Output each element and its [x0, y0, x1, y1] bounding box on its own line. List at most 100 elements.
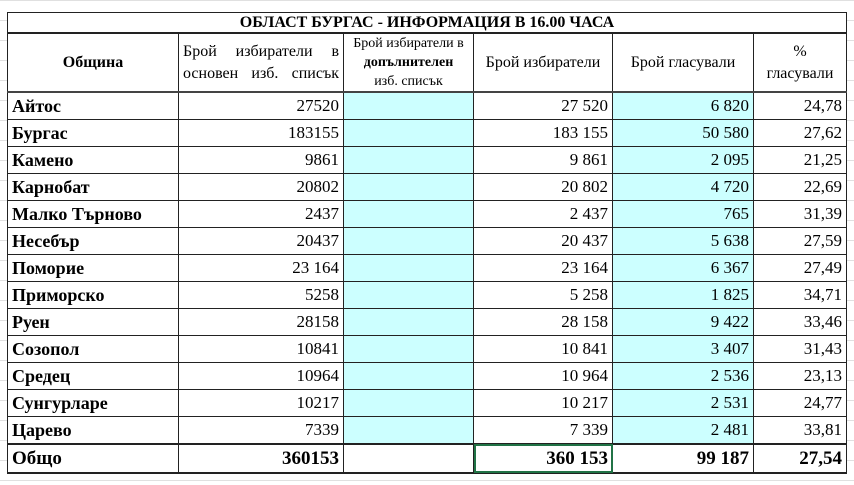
voted-cell[interactable]: 765: [612, 200, 754, 228]
header-main-list[interactable]: Брой избиратели в основен изб. списък: [178, 32, 344, 93]
voted-cell[interactable]: 50 580: [612, 119, 754, 147]
extra-cell[interactable]: [343, 389, 474, 417]
name[interactable]: Созопол: [7, 335, 179, 363]
total-voters-selected-cell[interactable]: 360 153: [473, 443, 613, 474]
pct-cell[interactable]: 24,78: [753, 91, 847, 120]
voters-cell[interactable]: 183 155: [473, 119, 613, 147]
extra-cell[interactable]: [343, 308, 474, 336]
main-cell[interactable]: 27520: [178, 91, 344, 120]
voted-cell[interactable]: 4 720: [612, 173, 754, 201]
main-cell[interactable]: 2437: [178, 200, 344, 228]
extra-cell[interactable]: [343, 200, 474, 228]
header-pct-1: %: [793, 42, 807, 60]
main-cell[interactable]: 10964: [178, 362, 344, 390]
table-row: Малко Търново 2437 2 437 765 31,39: [7, 200, 847, 228]
main-cell[interactable]: 20802: [178, 173, 344, 201]
voted-cell[interactable]: 1 825: [612, 281, 754, 309]
pct-cell[interactable]: 27,62: [753, 119, 847, 147]
voted-cell[interactable]: 2 536: [612, 362, 754, 390]
name[interactable]: Сунгурларе: [7, 389, 179, 417]
main-cell[interactable]: 7339: [178, 416, 344, 445]
name[interactable]: Бургас: [7, 119, 179, 147]
main-cell[interactable]: 5258: [178, 281, 344, 309]
pct-cell[interactable]: 31,43: [753, 335, 847, 363]
extra-cell[interactable]: [343, 281, 474, 309]
pct-cell[interactable]: 21,25: [753, 146, 847, 174]
voters-cell[interactable]: 10 841: [473, 335, 613, 363]
total-voted[interactable]: 99 187: [612, 443, 754, 474]
header-extra-list[interactable]: Брой избиратели в допълнителен изб. списък: [343, 32, 474, 93]
table-row: Средец 10964 10 964 2 536 23,13: [7, 362, 847, 390]
main-cell[interactable]: 10217: [178, 389, 344, 417]
voters-cell[interactable]: 5 258: [473, 281, 613, 309]
name[interactable]: Руен: [7, 308, 179, 336]
name[interactable]: Приморско: [7, 281, 179, 309]
main-cell[interactable]: 183155: [178, 119, 344, 147]
voted-cell[interactable]: 3 407: [612, 335, 754, 363]
pct-cell[interactable]: 22,69: [753, 173, 847, 201]
extra-cell[interactable]: [343, 173, 474, 201]
voted-cell[interactable]: 2 531: [612, 389, 754, 417]
name[interactable]: Поморие: [7, 254, 179, 282]
extra-cell[interactable]: [343, 119, 474, 147]
header-municipality[interactable]: Община: [7, 32, 179, 93]
voters-cell[interactable]: 2 437: [473, 200, 613, 228]
name[interactable]: Камено: [7, 146, 179, 174]
total-extra[interactable]: [343, 443, 474, 474]
extra-cell[interactable]: [343, 362, 474, 390]
header-voters[interactable]: Брой избиратели: [473, 32, 613, 93]
voters-cell[interactable]: 27 520: [473, 91, 613, 120]
extra-cell[interactable]: [343, 254, 474, 282]
main-cell[interactable]: 10841: [178, 335, 344, 363]
name[interactable]: Несебър: [7, 227, 179, 255]
header-extra-3: изб. списък: [374, 74, 443, 89]
table-title[interactable]: ОБЛАСТ БУРГАС - ИНФОРМАЦИЯ В 16.00 ЧАСА: [7, 12, 847, 34]
voters-cell[interactable]: 28 158: [473, 308, 613, 336]
voted-cell[interactable]: 5 638: [612, 227, 754, 255]
voters-cell[interactable]: 10 217: [473, 389, 613, 417]
pct-cell[interactable]: 33,46: [753, 308, 847, 336]
header-percent[interactable]: % гласували: [753, 32, 847, 93]
extra-cell[interactable]: [343, 146, 474, 174]
voters-cell[interactable]: 20 802: [473, 173, 613, 201]
voters-cell[interactable]: 20 437: [473, 227, 613, 255]
voters-cell[interactable]: 23 164: [473, 254, 613, 282]
name[interactable]: Средец: [7, 362, 179, 390]
voters-cell[interactable]: 7 339: [473, 416, 613, 445]
extra-cell[interactable]: [343, 416, 474, 445]
voters-cell[interactable]: 9 861: [473, 146, 613, 174]
pct-cell[interactable]: 27,49: [753, 254, 847, 282]
pct-cell[interactable]: 24,77: [753, 389, 847, 417]
table-row: Камено 9861 9 861 2 095 21,25: [7, 146, 847, 174]
name[interactable]: Царево: [7, 416, 179, 445]
voted-cell[interactable]: 2 095: [612, 146, 754, 174]
main-cell[interactable]: 28158: [178, 308, 344, 336]
extra-cell[interactable]: [343, 91, 474, 120]
header-voted[interactable]: Брой гласували: [612, 32, 754, 93]
voted-cell[interactable]: 6 820: [612, 91, 754, 120]
name[interactable]: Айтос: [7, 91, 179, 120]
pct-cell[interactable]: 33,81: [753, 416, 847, 445]
total-main[interactable]: 360153: [178, 443, 344, 474]
table-row: Поморие 23 164 23 164 6 367 27,49: [7, 254, 847, 282]
table-row: Карнобат 20802 20 802 4 720 22,69: [7, 173, 847, 201]
voted-cell[interactable]: 9 422: [612, 308, 754, 336]
pct-cell[interactable]: 31,39: [753, 200, 847, 228]
total-pct[interactable]: 27,54: [753, 443, 847, 474]
table-row: Созопол 10841 10 841 3 407 31,43: [7, 335, 847, 363]
pct-cell[interactable]: 34,71: [753, 281, 847, 309]
extra-cell[interactable]: [343, 335, 474, 363]
voters-cell[interactable]: 10 964: [473, 362, 613, 390]
total-name[interactable]: Общо: [7, 443, 179, 474]
name[interactable]: Малко Търново: [7, 200, 179, 228]
extra-cell[interactable]: [343, 227, 474, 255]
main-cell[interactable]: 23 164: [178, 254, 344, 282]
main-cell[interactable]: 20437: [178, 227, 344, 255]
pct-cell[interactable]: 27,59: [753, 227, 847, 255]
voted-cell[interactable]: 6 367: [612, 254, 754, 282]
name[interactable]: Карнобат: [7, 173, 179, 201]
main-cell[interactable]: 9861: [178, 146, 344, 174]
pct-cell[interactable]: 23,13: [753, 362, 847, 390]
voted-cell[interactable]: 2 481: [612, 416, 754, 445]
table-row: Царево 7339 7 339 2 481 33,81: [7, 416, 847, 445]
